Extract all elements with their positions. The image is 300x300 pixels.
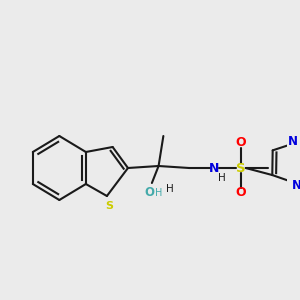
Text: O: O — [236, 187, 246, 200]
Text: H: H — [166, 184, 174, 194]
Text: S: S — [105, 201, 113, 211]
Text: H: H — [155, 188, 162, 198]
Text: O: O — [236, 136, 246, 149]
Text: O: O — [144, 187, 154, 200]
Text: N: N — [292, 179, 300, 193]
Text: H: H — [218, 173, 226, 183]
Text: N: N — [209, 161, 219, 175]
Text: S: S — [236, 161, 246, 175]
Text: N: N — [288, 134, 298, 148]
